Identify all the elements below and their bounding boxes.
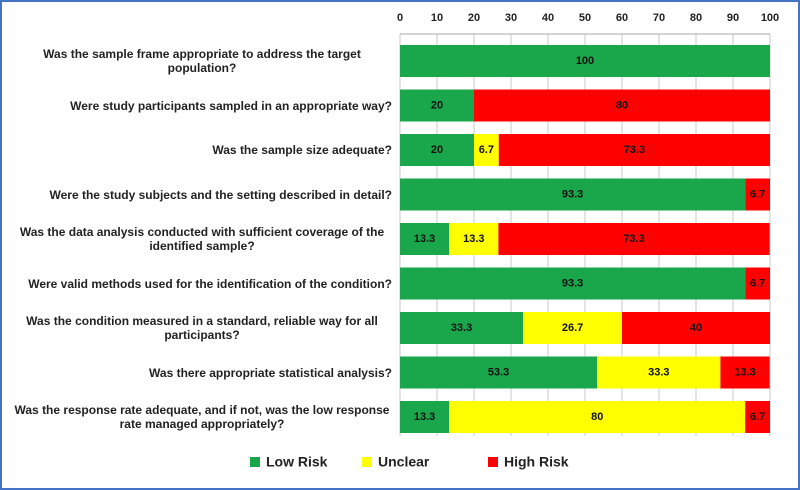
category-text: Was the sample size adequate?	[212, 143, 392, 157]
bar-segment	[400, 45, 770, 77]
y-tick-label: Was the sample size adequate?	[10, 130, 392, 170]
category-text: Was there appropriate statistical analys…	[149, 365, 392, 380]
category-text: Was the condition measured in a standard…	[26, 314, 378, 342]
x-tick-label: 30	[505, 12, 517, 24]
y-tick-label: Was the data analysis conducted with suf…	[10, 219, 392, 259]
data-label: 93.3	[562, 277, 583, 289]
bar-segment	[400, 134, 474, 166]
bar-segment	[498, 134, 770, 166]
data-label: 20	[431, 99, 443, 111]
data-label: 20	[431, 144, 443, 156]
data-label: 53.3	[488, 366, 509, 378]
y-tick-label: Was the sample frame appropriate to addr…	[10, 41, 392, 81]
x-tick-label: 90	[727, 12, 739, 24]
bar-segment	[400, 89, 474, 122]
x-tick-label: 50	[579, 12, 591, 24]
bar-segment	[400, 267, 746, 300]
data-label: 93.3	[562, 188, 583, 200]
bar-segment	[745, 178, 770, 211]
bar-segment	[400, 223, 450, 255]
data-label: 73.3	[624, 144, 645, 156]
data-label: 13.3	[414, 411, 435, 423]
data-label: 6.7	[750, 188, 765, 200]
bar-segment	[449, 223, 499, 255]
bar-segment	[498, 223, 770, 255]
y-tick-label: Was the response rate adequate, and if n…	[10, 397, 392, 437]
data-label: 13.3	[463, 233, 484, 245]
x-tick-label: 0	[397, 12, 403, 24]
bar-segment	[474, 134, 499, 166]
data-label: 80	[616, 99, 628, 111]
y-tick-label: Was there appropriate statistical analys…	[10, 353, 392, 393]
legend-label: Low Risk	[266, 454, 328, 470]
legend-label: High Risk	[504, 454, 569, 470]
legend-swatch	[250, 457, 260, 467]
y-tick-label: Was the condition measured in a standard…	[10, 308, 392, 348]
bar-segment	[449, 401, 746, 433]
data-label: 100	[576, 55, 594, 67]
y-tick-label: Were study participants sampled in an ap…	[10, 86, 392, 126]
legend-swatch	[362, 457, 372, 467]
x-tick-label: 20	[468, 12, 480, 24]
x-tick-label: 40	[542, 12, 554, 24]
data-label: 13.3	[734, 366, 755, 378]
data-label: 13.3	[414, 233, 435, 245]
x-tick-label: 100	[761, 12, 779, 24]
category-text: Was the response rate adequate, and if n…	[14, 403, 390, 431]
bar-segment	[523, 312, 622, 344]
bar-segment	[745, 401, 770, 433]
data-label: 73.3	[623, 233, 644, 245]
bar-segment	[400, 356, 598, 389]
x-tick-label: 80	[690, 12, 702, 24]
bar-segment	[474, 89, 770, 122]
category-text: Were study participants sampled in an ap…	[70, 98, 392, 113]
data-label: 33.3	[648, 366, 669, 378]
bar-segment	[720, 356, 770, 389]
data-label: 33.3	[451, 322, 472, 334]
x-tick-label: 70	[653, 12, 665, 24]
y-tick-label: Were valid methods used for the identifi…	[10, 264, 392, 304]
bar-segment	[597, 356, 721, 389]
bar-segment	[400, 401, 450, 433]
bar-segment	[400, 312, 524, 344]
data-label: 6.7	[750, 277, 765, 289]
category-text: Was the sample frame appropriate to addr…	[43, 47, 361, 75]
data-label: 80	[591, 411, 603, 423]
x-tick-label: 10	[431, 12, 443, 24]
data-label: 26.7	[562, 322, 583, 334]
bar-segment	[400, 178, 746, 211]
category-text: Were valid methods used for the identifi…	[28, 276, 392, 291]
data-label: 6.7	[750, 411, 765, 423]
data-label: 40	[690, 322, 702, 334]
x-tick-label: 60	[616, 12, 628, 24]
legend-label: Unclear	[378, 454, 430, 470]
bar-segment	[745, 267, 770, 300]
legend-swatch	[488, 457, 498, 467]
bar-segment	[622, 312, 770, 344]
y-tick-label: Were the study subjects and the setting …	[10, 175, 392, 215]
category-text: Was the data analysis conducted with suf…	[19, 225, 385, 253]
data-label: 6.7	[479, 144, 494, 156]
category-text: Were the study subjects and the setting …	[49, 187, 392, 202]
